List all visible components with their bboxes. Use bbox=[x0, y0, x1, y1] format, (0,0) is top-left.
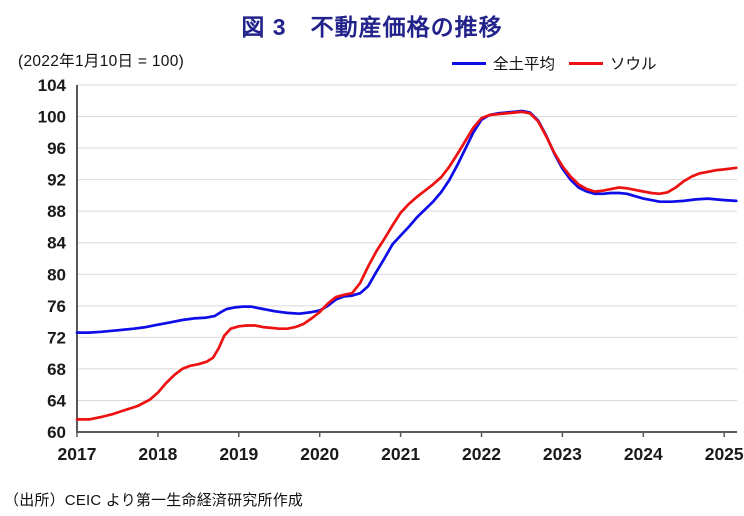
x-axis-label: 2023 bbox=[543, 444, 582, 464]
x-axis-label: 2024 bbox=[624, 444, 663, 464]
y-axis-label: 92 bbox=[47, 171, 66, 190]
x-axis-label: 2020 bbox=[300, 444, 339, 464]
y-axis-label: 96 bbox=[47, 139, 66, 158]
x-axis-label: 2022 bbox=[462, 444, 501, 464]
index-base-note: (2022年1月10日 = 100) bbox=[18, 53, 185, 70]
series-line-seoul bbox=[75, 110, 738, 421]
legend-line-swatch-red bbox=[569, 61, 604, 65]
y-axis-label: 72 bbox=[47, 328, 66, 347]
x-axis-label: 2021 bbox=[381, 444, 420, 464]
y-axis-label: 80 bbox=[47, 265, 66, 284]
x-axis-label: 2017 bbox=[58, 444, 97, 464]
source-note: （出所）CEIC より第一生命経済研究所作成 bbox=[4, 492, 304, 509]
legend-item-seoul: ソウル bbox=[569, 52, 657, 74]
y-axis-label: 100 bbox=[38, 108, 66, 127]
x-axis-label: 2019 bbox=[219, 444, 258, 464]
series-line-nationwide bbox=[75, 109, 738, 334]
chart-title: 図 3 不動産価格の推移 bbox=[241, 14, 503, 40]
y-axis-label: 76 bbox=[47, 297, 66, 316]
chart-svg: 2017 2018 2019 2020 2021 2022 2023 2024 2025 60 64… bbox=[38, 76, 744, 464]
y-axis-label: 84 bbox=[47, 234, 66, 253]
x-axis-label: 2025 bbox=[705, 444, 744, 464]
y-axis-label: 64 bbox=[47, 391, 66, 410]
legend-line-swatch-blue bbox=[452, 61, 486, 65]
legend-label-seoul: ソウル bbox=[610, 56, 657, 73]
y-axis-label: 88 bbox=[47, 202, 66, 221]
legend-item-nationwide: 全土平均 bbox=[452, 52, 555, 74]
legend-label-nationwide: 全土平均 bbox=[493, 56, 556, 73]
legend: 全土平均 ソウル bbox=[452, 52, 657, 74]
x-axis-label: 2018 bbox=[138, 444, 177, 464]
y-axis-label: 60 bbox=[47, 423, 66, 442]
y-axis-label: 68 bbox=[47, 360, 66, 379]
y-axis-label: 104 bbox=[38, 76, 67, 95]
